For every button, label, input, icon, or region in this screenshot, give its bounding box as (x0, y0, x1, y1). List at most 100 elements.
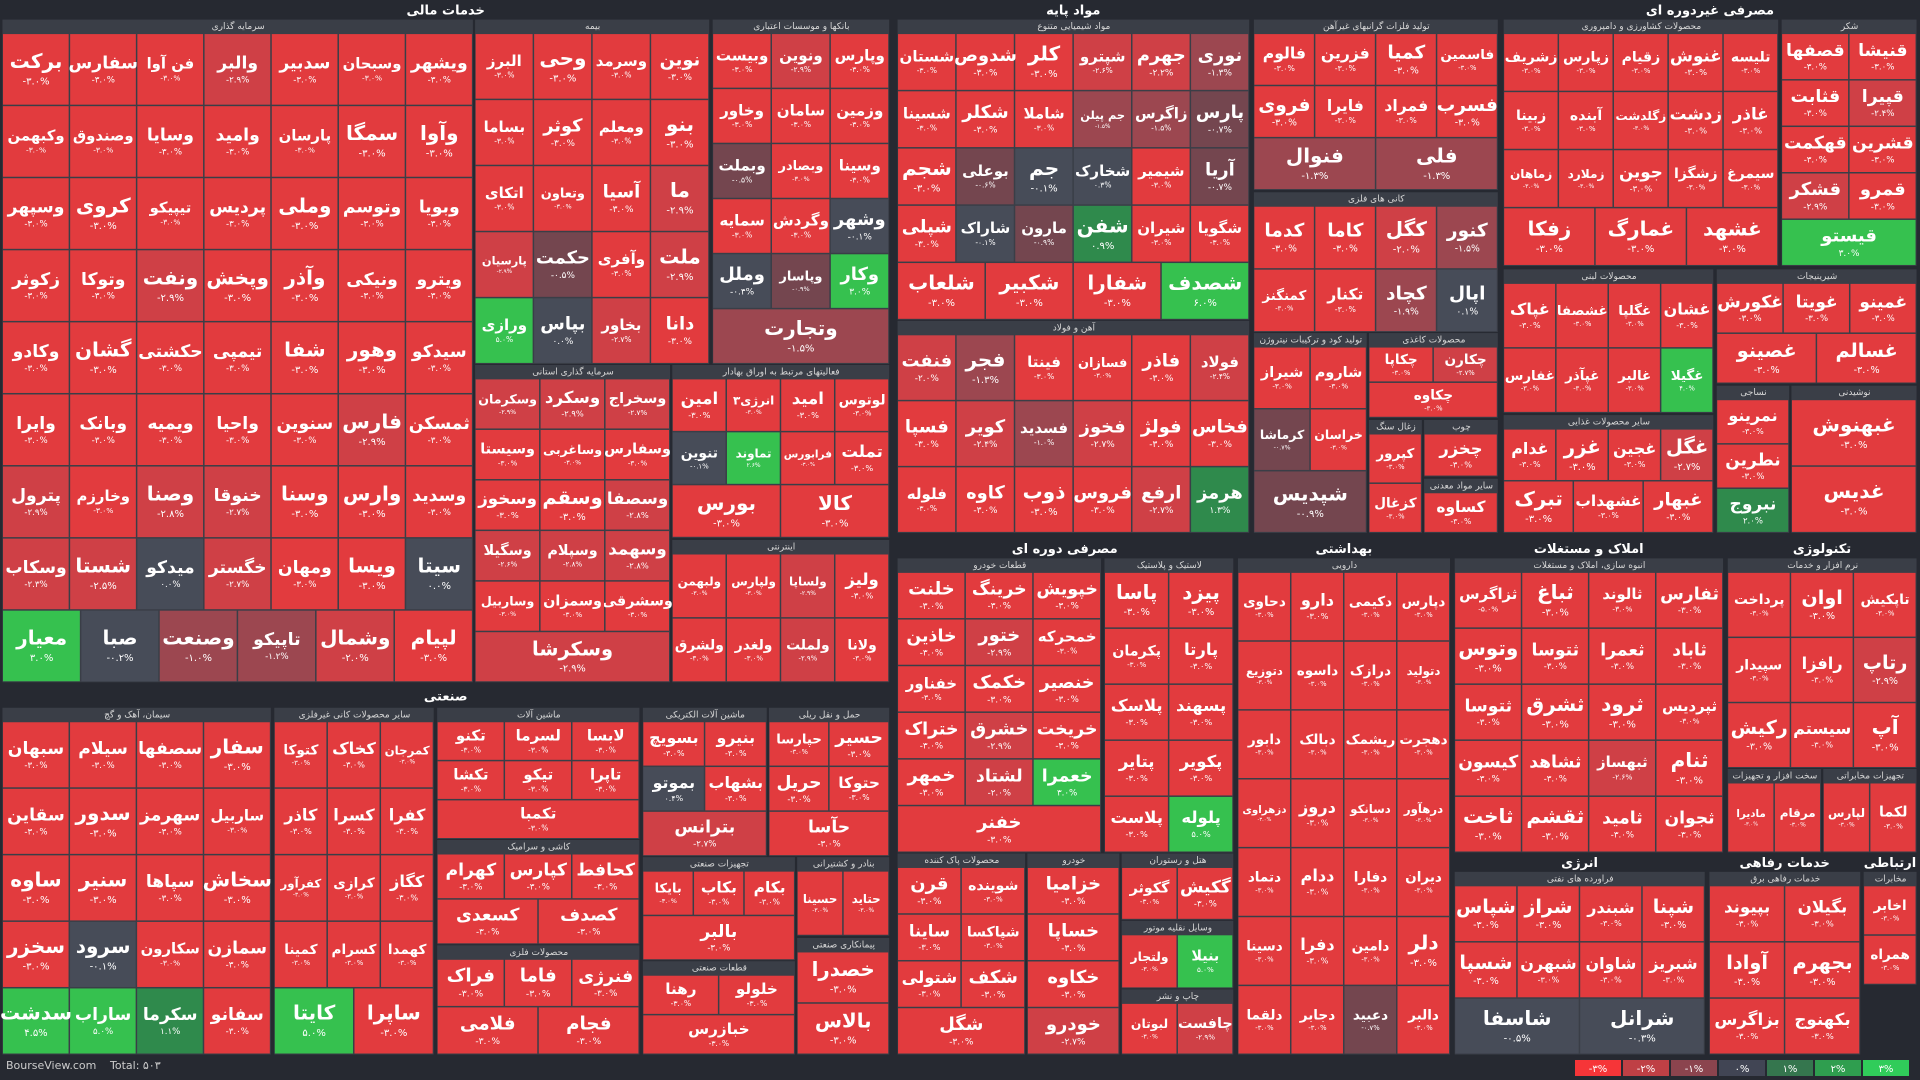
stock-tile[interactable] (137, 34, 204, 105)
stock-tile[interactable] (137, 921, 203, 987)
stock-tile[interactable] (1254, 347, 1310, 408)
stock-tile[interactable] (1504, 429, 1556, 480)
stock-tile[interactable] (643, 811, 766, 856)
stock-tile[interactable] (1397, 572, 1450, 641)
stock-tile[interactable] (643, 767, 704, 811)
stock-tile[interactable] (2, 538, 69, 610)
stock-tile[interactable] (898, 1008, 1025, 1054)
stock-tile[interactable] (1791, 466, 1916, 532)
stock-tile[interactable] (1104, 740, 1168, 796)
stock-tile[interactable] (1656, 572, 1723, 628)
stock-tile[interactable] (572, 761, 639, 799)
stock-tile[interactable] (2, 722, 69, 788)
stock-tile[interactable] (1717, 283, 1783, 333)
stock-tile[interactable] (1169, 628, 1233, 684)
stock-tile[interactable] (437, 800, 639, 838)
stock-tile[interactable] (835, 618, 889, 682)
stock-tile[interactable] (271, 250, 338, 321)
stock-tile[interactable] (2, 788, 69, 854)
stock-tile[interactable] (898, 666, 965, 712)
stock-tile[interactable] (1369, 483, 1421, 532)
stock-tile[interactable] (835, 554, 889, 618)
stock-tile[interactable] (1238, 917, 1290, 985)
stock-tile[interactable] (1517, 886, 1579, 942)
stock-tile[interactable] (1817, 333, 1916, 383)
stock-tile[interactable] (956, 34, 1014, 90)
stock-tile[interactable] (898, 572, 965, 619)
stock-tile[interactable] (643, 871, 693, 915)
stock-tile[interactable] (1344, 710, 1397, 778)
stock-tile[interactable] (1369, 347, 1433, 382)
stock-tile[interactable] (651, 34, 709, 99)
stock-tile[interactable] (137, 466, 204, 538)
stock-tile[interactable] (1783, 283, 1849, 333)
stock-tile[interactable] (1027, 1008, 1119, 1054)
stock-tile[interactable] (1455, 998, 1579, 1054)
stock-tile[interactable] (1104, 572, 1168, 628)
stock-tile[interactable] (274, 988, 353, 1054)
stock-tile[interactable] (1785, 942, 1860, 998)
stock-tile[interactable] (2, 34, 69, 105)
stock-tile[interactable] (1015, 91, 1073, 148)
stock-tile[interactable] (694, 871, 744, 915)
stock-tile[interactable] (1177, 867, 1233, 919)
stock-tile[interactable] (437, 1007, 538, 1054)
stock-tile[interactable] (1291, 572, 1343, 641)
stock-tile[interactable] (1191, 335, 1249, 400)
stock-tile[interactable] (2, 106, 69, 177)
stock-tile[interactable] (406, 178, 472, 249)
stock-tile[interactable] (70, 394, 136, 466)
stock-tile[interactable] (1291, 848, 1343, 916)
stock-tile[interactable] (592, 166, 650, 231)
stock-tile[interactable] (1344, 848, 1397, 916)
stock-tile[interactable] (1027, 914, 1119, 960)
stock-tile[interactable] (830, 144, 889, 198)
stock-tile[interactable] (2, 394, 69, 466)
stock-tile[interactable] (1791, 572, 1853, 637)
stock-tile[interactable] (1104, 796, 1168, 852)
stock-tile[interactable] (1291, 779, 1343, 847)
stock-tile[interactable] (1132, 148, 1190, 205)
stock-tile[interactable] (204, 34, 271, 105)
stock-tile[interactable] (406, 538, 472, 610)
stock-tile[interactable] (1723, 150, 1778, 207)
stock-tile[interactable] (1132, 91, 1190, 148)
stock-tile[interactable] (1254, 206, 1314, 269)
stock-tile[interactable] (1854, 572, 1916, 637)
stock-tile[interactable] (538, 1007, 639, 1054)
stock-tile[interactable] (1850, 283, 1916, 333)
stock-tile[interactable] (1177, 935, 1233, 988)
stock-tile[interactable] (327, 788, 380, 854)
stock-tile[interactable] (1073, 205, 1131, 262)
stock-tile[interactable] (772, 199, 830, 253)
stock-tile[interactable] (797, 1003, 889, 1054)
stock-tile[interactable] (271, 394, 338, 466)
stock-tile[interactable] (1728, 638, 1790, 702)
stock-tile[interactable] (1344, 779, 1397, 847)
stock-tile[interactable] (898, 34, 956, 90)
stock-tile[interactable] (1015, 401, 1073, 466)
stock-tile[interactable] (643, 722, 704, 766)
stock-tile[interactable] (271, 34, 338, 105)
stock-tile[interactable] (898, 806, 1101, 852)
stock-tile[interactable] (965, 572, 1033, 619)
stock-tile[interactable] (204, 788, 270, 854)
stock-tile[interactable] (672, 485, 780, 537)
stock-tile[interactable] (1455, 628, 1521, 684)
stock-tile[interactable] (1723, 34, 1778, 91)
stock-tile[interactable] (437, 761, 504, 799)
stock-tile[interactable] (1191, 34, 1249, 90)
stock-tile[interactable] (338, 394, 405, 466)
stock-tile[interactable] (1556, 348, 1608, 412)
stock-tile[interactable] (1595, 208, 1686, 265)
stock-tile[interactable] (534, 100, 592, 165)
stock-tile[interactable] (1254, 86, 1314, 137)
stock-tile[interactable] (1344, 917, 1397, 985)
stock-tile[interactable] (719, 975, 794, 1014)
stock-tile[interactable] (956, 205, 1014, 262)
stock-tile[interactable] (70, 855, 136, 921)
stock-tile[interactable] (1132, 335, 1190, 400)
stock-tile[interactable] (1397, 917, 1450, 985)
stock-tile[interactable] (592, 100, 650, 165)
stock-tile[interactable] (843, 871, 889, 935)
